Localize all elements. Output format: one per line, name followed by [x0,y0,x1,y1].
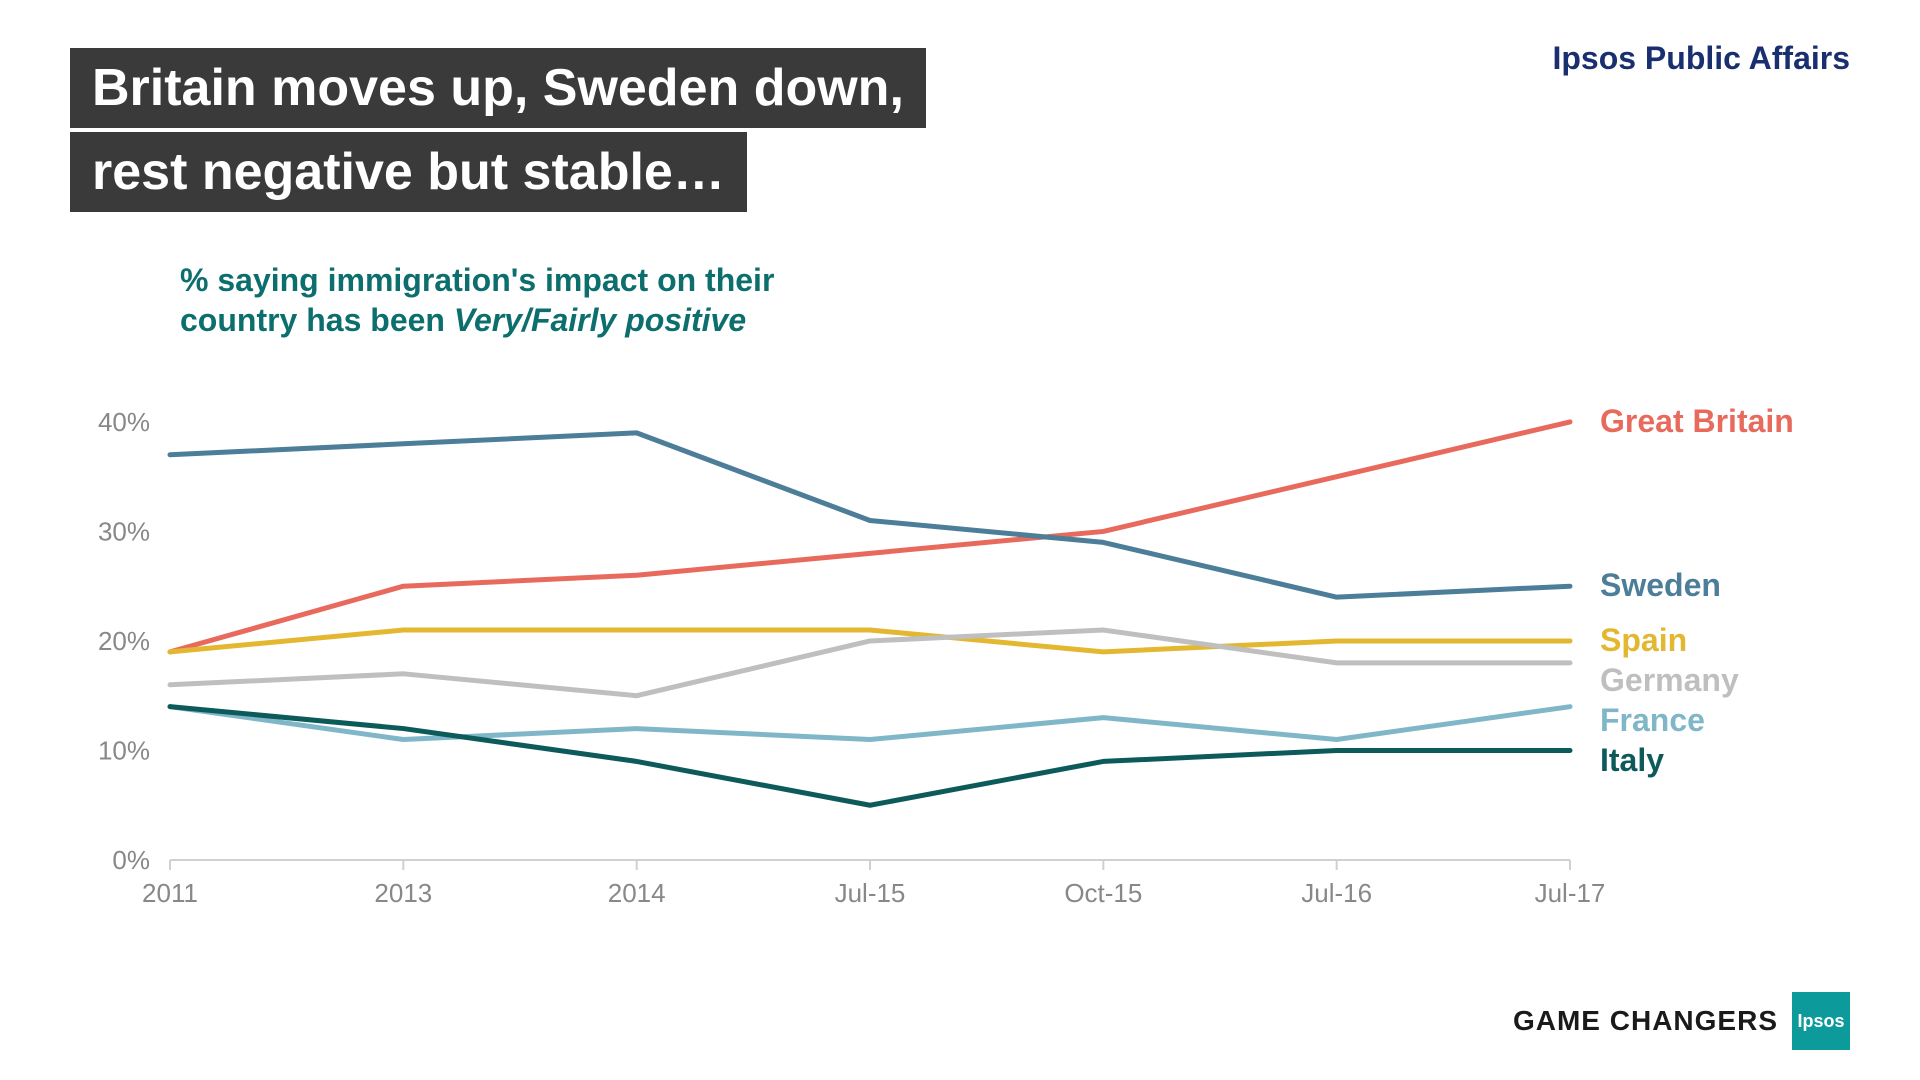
series-label-sweden: Sweden [1600,567,1721,603]
footer-text: GAME CHANGERS [1513,1005,1778,1037]
footer-brand: GAME CHANGERS Ipsos [1513,992,1850,1050]
svg-text:Oct-15: Oct-15 [1064,878,1142,908]
svg-text:20%: 20% [98,626,150,656]
chart-svg: 0% 10% 20% 30% 40% 2011 2013 2014 Jul-15 Oct-15 Ju… [70,400,1850,950]
svg-text:40%: 40% [98,407,150,437]
series-label-france: France [1600,702,1705,738]
series-label-germany: Germany [1600,662,1739,698]
title-block: Britain moves up, Sweden down, rest nega… [70,48,926,216]
svg-text:30%: 30% [98,516,150,546]
svg-text:Jul-15: Jul-15 [835,878,906,908]
series-label-great-britain: Great Britain [1600,403,1794,439]
svg-text:0%: 0% [112,845,150,875]
line-chart: 0% 10% 20% 30% 40% 2011 2013 2014 Jul-15 Oct-15 Ju… [70,400,1850,950]
brand-top: Ipsos Public Affairs [1552,40,1850,77]
svg-text:Jul-16: Jul-16 [1301,878,1372,908]
series-label-spain: Spain [1600,622,1687,658]
series-label-italy: Italy [1600,742,1664,778]
title-line-2: rest negative but stable… [70,132,747,212]
footer-logo: Ipsos [1792,992,1850,1050]
series-line-italy [170,707,1570,806]
series-line-france [170,707,1570,740]
title-line-1: Britain moves up, Sweden down, [70,48,926,128]
series-line-sweden [170,433,1570,597]
svg-text:Jul-17: Jul-17 [1535,878,1606,908]
series-line-great-britain [170,422,1570,652]
svg-text:2011: 2011 [142,878,198,908]
chart-subtitle: % saying immigration's impact on their c… [180,260,800,340]
svg-text:2013: 2013 [374,878,432,908]
subtitle-emphasis: Very/Fairly positive [454,302,746,338]
svg-text:2014: 2014 [608,878,666,908]
svg-text:10%: 10% [98,735,150,765]
